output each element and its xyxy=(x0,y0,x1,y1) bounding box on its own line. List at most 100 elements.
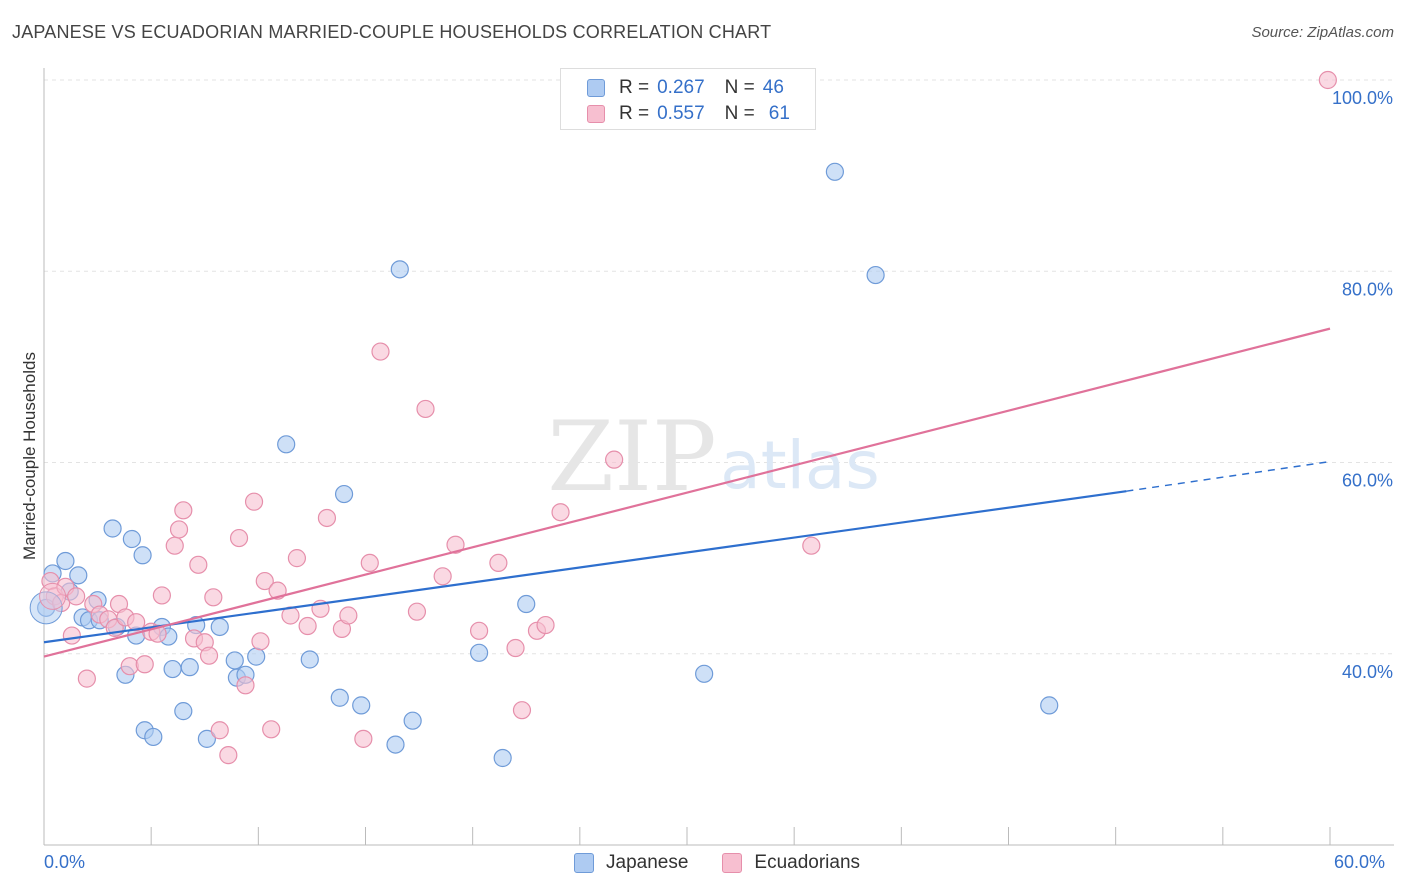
ecuadorian-point[interactable] xyxy=(802,536,821,555)
ecuadorian-point[interactable] xyxy=(317,508,337,528)
ecuadorian-point[interactable] xyxy=(512,701,532,720)
ecuadorian-point[interactable] xyxy=(236,676,255,695)
ecuadorian-trend-line xyxy=(43,327,1331,658)
ecuadorian-point[interactable] xyxy=(77,669,96,688)
japanese-point[interactable] xyxy=(386,735,405,754)
japanese-swatch xyxy=(587,79,605,97)
japanese-point[interactable] xyxy=(330,688,349,707)
ecuadorian-point[interactable] xyxy=(416,399,435,419)
japanese-point[interactable] xyxy=(133,546,152,565)
japanese-point[interactable] xyxy=(334,484,354,504)
ecuadorian-point[interactable] xyxy=(536,615,555,635)
ecuadorian-point[interactable] xyxy=(199,646,219,665)
axes: 40.0% 60.0% 80.0% 100.0% xyxy=(43,68,1394,846)
japanese-point[interactable] xyxy=(300,650,319,669)
japanese-point[interactable] xyxy=(69,566,88,585)
japanese-point[interactable] xyxy=(144,727,163,747)
ecuadorian-point[interactable] xyxy=(204,588,223,607)
ecuadorian-swatch xyxy=(722,853,743,873)
ecuadorian-point[interactable] xyxy=(67,587,86,606)
ecuadorian-point[interactable] xyxy=(127,613,146,632)
legend-label-ecuadorians: Ecuadorians xyxy=(754,852,861,873)
ecuadorian-point[interactable] xyxy=(371,342,390,361)
legend-label-japanese: Japanese xyxy=(606,852,689,873)
ecuadorian-point[interactable] xyxy=(469,621,489,640)
x-tick-label-min: 0.0% xyxy=(44,852,86,872)
ecuadorian-point[interactable] xyxy=(446,535,465,554)
ecuadorian-point[interactable] xyxy=(360,553,379,573)
ecuadorian-point[interactable] xyxy=(262,720,281,739)
japanese-point[interactable] xyxy=(493,748,512,768)
japanese-point[interactable] xyxy=(352,696,371,715)
japanese-point[interactable] xyxy=(197,729,216,748)
legend-r-label: R = xyxy=(619,103,650,124)
y-tick-label: 100.0% xyxy=(1332,88,1393,108)
ecuadorian-point[interactable] xyxy=(551,503,570,522)
ecuadorian-point[interactable] xyxy=(62,626,81,645)
ecuadorian-point[interactable] xyxy=(251,632,270,651)
ecuadorian-point[interactable] xyxy=(1318,70,1337,90)
legend-item-ecuadorians[interactable]: Ecuadorians xyxy=(722,852,860,874)
watermark-zip: ZIP xyxy=(547,401,716,513)
japanese-point[interactable] xyxy=(403,711,422,730)
japanese-point[interactable] xyxy=(56,551,75,571)
legend-item-japanese[interactable]: Japanese xyxy=(574,852,688,874)
japanese-point[interactable] xyxy=(469,643,489,662)
japanese-point[interactable] xyxy=(695,664,714,683)
japanese-point[interactable] xyxy=(210,617,229,637)
ecuadorian-point[interactable] xyxy=(229,528,249,548)
japanese-point[interactable] xyxy=(180,658,199,677)
japanese-point[interactable] xyxy=(174,702,193,721)
ecuadorian-point[interactable] xyxy=(433,567,452,586)
ecuadorian-point[interactable] xyxy=(339,606,358,625)
ecuadorian-point[interactable] xyxy=(605,450,624,469)
ecuadorian-point[interactable] xyxy=(210,721,229,740)
ecuadorian-point[interactable] xyxy=(407,602,427,621)
japanese-point[interactable] xyxy=(103,519,122,538)
ecuadorian-point[interactable] xyxy=(354,729,373,748)
legend-r-value-ecuadorian: 0.557 xyxy=(657,103,705,124)
ecuadorian-point[interactable] xyxy=(298,616,317,636)
y-tick-label: 80.0% xyxy=(1342,279,1393,299)
ecuadorian-point[interactable] xyxy=(165,536,184,555)
japanese-point[interactable] xyxy=(390,260,409,279)
ecuadorian-swatch xyxy=(587,105,605,123)
ecuadorian-point[interactable] xyxy=(219,746,238,765)
japanese-point[interactable] xyxy=(866,265,885,285)
japanese-point[interactable] xyxy=(225,651,244,670)
japanese-point[interactable] xyxy=(825,162,844,181)
ecuadorian-point[interactable] xyxy=(174,501,193,520)
ecuadorian-point[interactable] xyxy=(244,492,264,511)
japanese-point[interactable] xyxy=(277,435,296,454)
ecuadorian-point[interactable] xyxy=(287,549,307,568)
ecuadorian-point[interactable] xyxy=(135,655,154,674)
ecuadorian-point[interactable] xyxy=(152,586,171,605)
ecuadorian-point[interactable] xyxy=(189,555,208,574)
ecuadorian-point[interactable] xyxy=(169,520,189,539)
legend-n-value-ecuadorian: 61 xyxy=(768,103,790,124)
data-points xyxy=(29,70,1337,768)
series-legend: Japanese Ecuadorians xyxy=(574,852,894,874)
source-attribution: Source: ZipAtlas.com xyxy=(1251,24,1394,41)
japanese-trend-extension xyxy=(1126,460,1331,492)
ecuadorian-point[interactable] xyxy=(255,571,274,591)
japanese-trend-line xyxy=(43,490,1127,644)
ecuadorian-point[interactable] xyxy=(39,582,67,610)
ecuadorian-point[interactable] xyxy=(506,638,525,658)
legend-n-label: N = xyxy=(724,103,755,124)
ecuadorian-point[interactable] xyxy=(489,553,508,573)
legend-row-japanese: R = 0.267 N = 46 xyxy=(587,77,784,99)
japanese-point[interactable] xyxy=(163,659,182,679)
watermark-atlas: atlas xyxy=(720,427,880,504)
ecuadorian-point[interactable] xyxy=(120,657,139,676)
japanese-point[interactable] xyxy=(122,529,141,549)
japanese-point[interactable] xyxy=(247,647,266,666)
japanese-point[interactable] xyxy=(517,594,536,614)
japanese-point[interactable] xyxy=(1040,696,1059,715)
y-tick-label: 60.0% xyxy=(1342,471,1393,491)
legend-n-value-japanese: 46 xyxy=(762,77,784,98)
legend-r-label: R = xyxy=(619,77,650,98)
chart-title: JAPANESE VS ECUADORIAN MARRIED-COUPLE HO… xyxy=(12,22,772,42)
watermark: ZIP atlas xyxy=(547,401,879,513)
